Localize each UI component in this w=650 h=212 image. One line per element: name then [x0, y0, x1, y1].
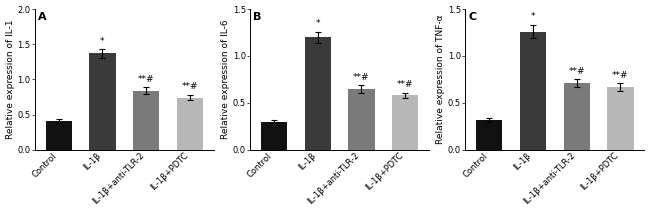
Text: **#: **# [568, 67, 585, 76]
Bar [89, 53, 116, 150]
Text: *: * [530, 13, 535, 21]
Bar [133, 91, 159, 150]
Bar [177, 98, 203, 150]
Y-axis label: Relative expression of TNF-α: Relative expression of TNF-α [436, 15, 445, 144]
Text: **#: **# [181, 82, 198, 91]
Bar [607, 87, 634, 150]
Bar [46, 121, 72, 150]
Text: **#: **# [397, 80, 413, 89]
Bar [261, 122, 287, 150]
Y-axis label: Relative expression of IL-1: Relative expression of IL-1 [6, 20, 14, 139]
Bar [348, 89, 374, 150]
Text: **#: **# [612, 71, 629, 80]
Bar [520, 32, 546, 150]
Bar [392, 95, 418, 150]
Text: **#: **# [353, 73, 370, 81]
Text: **#: **# [138, 75, 154, 84]
Y-axis label: Relative expression of IL-6: Relative expression of IL-6 [221, 20, 230, 139]
Text: A: A [38, 12, 47, 22]
Text: *: * [100, 37, 105, 46]
Text: C: C [469, 12, 477, 22]
Text: *: * [315, 19, 320, 28]
Bar [305, 37, 331, 150]
Bar [476, 120, 502, 150]
Text: B: B [254, 12, 262, 22]
Bar [564, 83, 590, 150]
